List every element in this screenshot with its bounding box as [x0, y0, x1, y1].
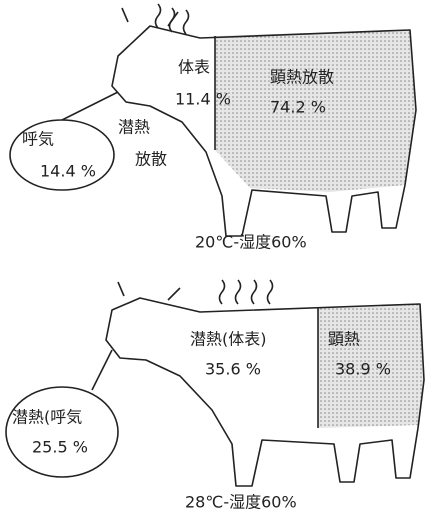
label: 放散: [135, 150, 167, 169]
breath-line: [61, 91, 119, 121]
breath-line: [91, 349, 113, 391]
cow-outline: [111, 25, 417, 237]
label: 呼気: [22, 130, 54, 149]
steam: [154, 3, 190, 35]
value: 35.6 %: [205, 360, 261, 379]
breath-ellipse: [5, 386, 119, 478]
value: 25.5 %: [32, 438, 88, 457]
breath-ellipse: [9, 119, 115, 191]
value: 38.9 %: [335, 360, 391, 379]
sensible-area: [215, 30, 416, 192]
cow-outline: [105, 297, 425, 487]
cow-bottom: [5, 279, 425, 487]
label: 体表: [178, 58, 210, 77]
value: 74.2 %: [270, 98, 326, 117]
label: 潜熱: [118, 118, 150, 137]
label: 顕熱放散: [270, 68, 334, 87]
horns: [117, 281, 181, 301]
steam: [218, 279, 274, 305]
label: 顕熱: [328, 330, 360, 349]
caption: 28℃-湿度60%: [185, 493, 297, 512]
cow-top: [9, 3, 417, 237]
label: 潜熱(体表): [190, 330, 267, 349]
value: 14.4 %: [40, 162, 96, 181]
value: 11.4 %: [175, 90, 231, 109]
label: 潜熱(呼気: [12, 408, 82, 427]
sensible-area: [318, 304, 424, 428]
caption: 20℃-湿度60%: [195, 233, 307, 252]
